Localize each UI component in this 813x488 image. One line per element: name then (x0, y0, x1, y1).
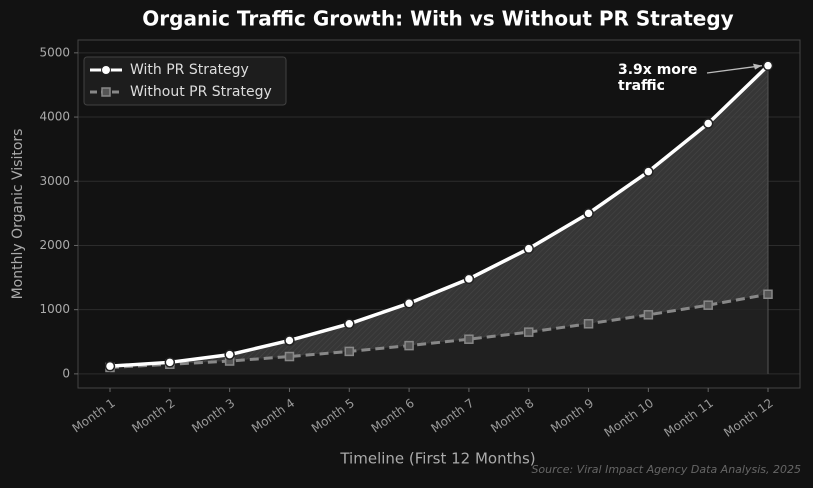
point (284, 335, 295, 346)
point (403, 297, 415, 309)
point (762, 60, 774, 71)
x-tick-label: Month 11 (661, 396, 715, 440)
point (523, 327, 534, 337)
point (702, 118, 714, 129)
y-tick-label: 5000 (39, 45, 70, 59)
gap-area (110, 65, 768, 368)
y-tick-label: 1000 (39, 302, 70, 316)
point (463, 273, 475, 285)
base-area (110, 294, 768, 374)
y-tick-label: 3000 (39, 174, 70, 188)
point (224, 349, 235, 360)
annotation-arrow (706, 65, 763, 74)
legend-label: Without PR Strategy (130, 84, 272, 100)
point (344, 346, 355, 357)
point (643, 166, 654, 177)
legend-marker (101, 65, 111, 75)
annotation: 3.9x more traffic (618, 62, 698, 94)
chart-title: Organic Traffic Growth: With vs Without … (142, 7, 733, 31)
y-tick-label: 2000 (39, 238, 70, 252)
point (583, 208, 594, 219)
legend-label: With PR Strategy (130, 62, 249, 78)
series-line (109, 64, 770, 368)
x-tick-label: Month 6 (369, 396, 417, 436)
y-tick-label: 4000 (39, 110, 70, 124)
point (284, 351, 295, 362)
y-tick-label: 0 (62, 366, 70, 380)
point (643, 310, 654, 320)
point (703, 300, 713, 310)
plot-frame (77, 39, 801, 389)
point (164, 357, 176, 368)
point (583, 319, 594, 329)
point (404, 340, 414, 351)
x-tick-label: Month 10 (602, 396, 656, 440)
x-tick-label: Month 8 (488, 396, 536, 436)
x-tick-label: Month 12 (721, 396, 775, 440)
series-line (109, 292, 769, 369)
x-tick-label: Month 9 (548, 396, 596, 436)
y-axis-label: Monthly Organic Visitors (10, 129, 26, 300)
point (464, 334, 474, 344)
x-axis-label: Timeline (First 12 Months) (339, 450, 535, 468)
point (523, 243, 534, 254)
x-tick-label: Month 5 (309, 396, 357, 436)
x-tick-label: Month 4 (249, 396, 297, 436)
source-note: Source: Viral Impact Agency Data Analysi… (531, 463, 801, 476)
arrow-head (753, 63, 762, 70)
x-tick-label: Month 2 (129, 396, 177, 436)
x-tick-label: Month 3 (189, 396, 237, 436)
legend-marker (101, 87, 111, 97)
point (763, 289, 773, 300)
x-tick-label: Month 7 (428, 396, 476, 436)
legend-box (83, 56, 287, 106)
point (344, 318, 355, 330)
point (104, 360, 116, 372)
x-tick-label: Month 1 (70, 396, 118, 436)
